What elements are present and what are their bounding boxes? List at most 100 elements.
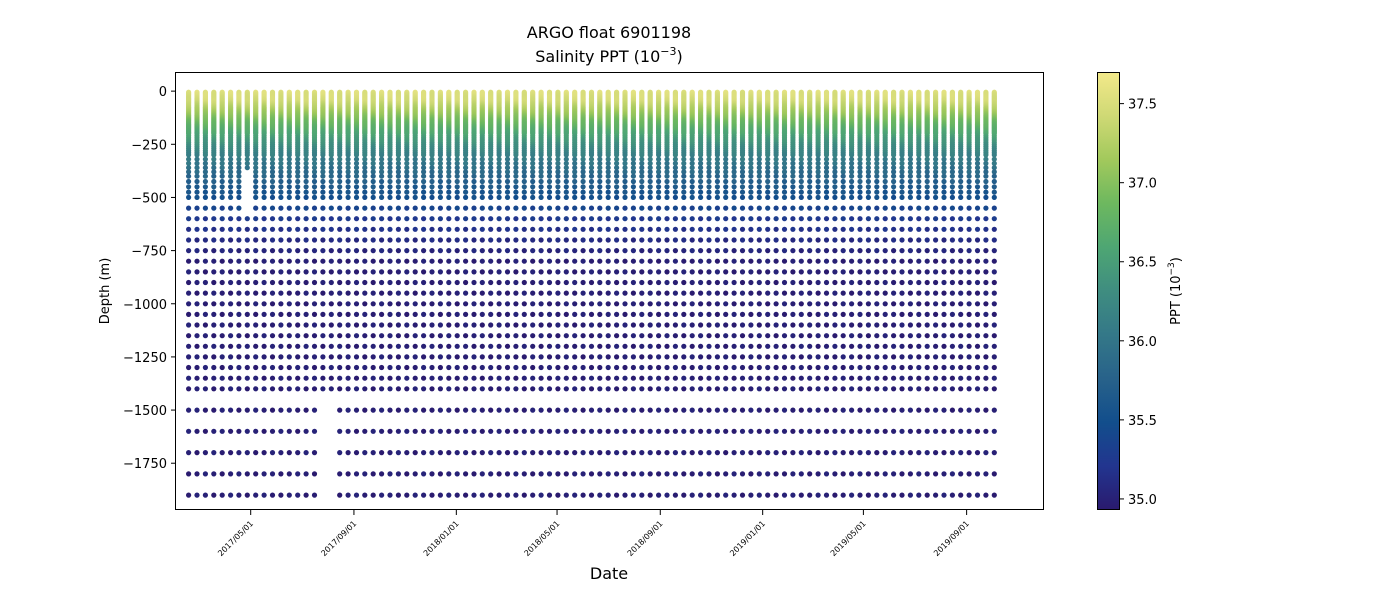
data-point	[286, 492, 292, 498]
data-point	[395, 471, 401, 477]
data-point	[614, 269, 620, 275]
data-point	[656, 194, 662, 200]
data-point	[362, 216, 368, 222]
data-point	[681, 311, 687, 317]
data-point	[412, 290, 418, 296]
data-point	[261, 178, 267, 185]
data-point	[311, 205, 318, 211]
data-point	[580, 375, 586, 381]
data-point	[244, 364, 250, 371]
data-point	[379, 364, 385, 371]
data-point	[647, 301, 653, 307]
data-point	[328, 216, 334, 222]
data-point	[202, 258, 208, 264]
data-point	[580, 311, 586, 317]
data-point	[681, 386, 687, 392]
data-point	[656, 386, 662, 392]
data-point	[320, 354, 326, 360]
data-point	[387, 178, 393, 185]
data-point	[261, 152, 267, 158]
data-point	[521, 194, 527, 200]
data-point	[303, 152, 309, 158]
data-point	[295, 343, 301, 349]
data-point	[488, 178, 494, 185]
data-point	[211, 301, 217, 307]
data-point	[446, 205, 452, 211]
data-point	[253, 173, 259, 179]
data-point	[672, 226, 679, 232]
data-point	[580, 165, 586, 171]
data-point	[504, 407, 511, 413]
data-point	[597, 189, 603, 195]
data-point	[370, 471, 376, 477]
data-point	[311, 279, 318, 286]
data-point	[563, 450, 569, 456]
data-point	[202, 189, 208, 195]
data-point	[588, 290, 595, 296]
data-point	[295, 492, 301, 498]
data-point	[278, 311, 284, 317]
data-point	[622, 178, 628, 185]
data-point	[186, 471, 192, 477]
data-point	[370, 216, 376, 222]
data-point	[362, 226, 368, 232]
data-point	[269, 216, 276, 222]
data-point	[429, 226, 435, 232]
data-point	[379, 279, 385, 286]
data-point	[379, 169, 385, 175]
data-point	[454, 471, 460, 477]
data-point	[236, 279, 242, 286]
data-point	[278, 152, 284, 158]
data-point	[202, 152, 208, 158]
data-point	[437, 178, 443, 185]
data-point	[395, 354, 401, 360]
data-point	[580, 194, 586, 200]
data-point	[370, 189, 376, 195]
data-point	[656, 226, 662, 232]
data-point	[278, 184, 284, 190]
data-point	[395, 279, 401, 286]
data-point	[236, 311, 242, 317]
data-point	[303, 301, 309, 307]
data-point	[538, 269, 544, 275]
data-point	[404, 184, 410, 190]
data-point	[412, 375, 418, 381]
data-point	[253, 311, 259, 317]
data-point	[513, 301, 519, 307]
data-point	[362, 258, 368, 264]
data-point	[454, 301, 460, 307]
data-point	[311, 428, 318, 434]
data-point	[244, 269, 250, 275]
data-point	[295, 169, 301, 175]
data-point	[454, 248, 460, 254]
data-point	[211, 194, 217, 200]
data-point	[580, 169, 586, 175]
data-point	[194, 258, 200, 264]
data-point	[269, 194, 276, 200]
data-point	[546, 226, 553, 232]
data-point	[261, 173, 267, 179]
data-point	[345, 322, 351, 328]
data-point	[563, 248, 569, 254]
data-point	[311, 169, 318, 175]
data-point	[370, 322, 376, 328]
data-point	[488, 407, 494, 413]
data-point	[412, 258, 418, 264]
data-point	[211, 322, 217, 328]
data-point	[244, 237, 250, 243]
data-point	[437, 354, 443, 360]
data-point	[286, 189, 292, 195]
data-point	[429, 152, 435, 158]
data-point	[614, 226, 620, 232]
data-point	[605, 173, 611, 179]
data-point	[521, 301, 527, 307]
data-point	[563, 178, 569, 185]
data-point	[555, 279, 561, 286]
data-point	[295, 189, 301, 195]
data-point	[454, 407, 460, 413]
data-point	[437, 386, 443, 392]
data-point	[211, 226, 217, 232]
data-point	[689, 237, 695, 243]
data-point	[454, 322, 460, 328]
data-point	[563, 322, 569, 328]
